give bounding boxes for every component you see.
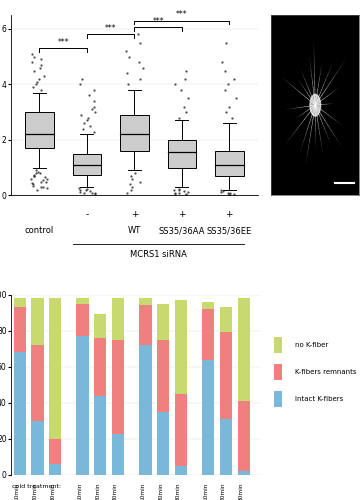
Bar (94, 396, 106, 475)
Bar (25, 112, 54, 148)
Text: K-fibers remnants: K-fibers remnants (295, 369, 356, 375)
Text: 20min: 20min (221, 482, 226, 500)
Text: 20min: 20min (32, 482, 37, 500)
Text: +: + (131, 210, 138, 219)
Bar (49, 298, 61, 439)
Text: -: - (85, 210, 89, 219)
Bar (112, 434, 124, 475)
Bar (139, 306, 152, 345)
Bar (220, 419, 232, 475)
Text: MCRS1 siRNA: MCRS1 siRNA (130, 250, 187, 258)
Text: ***: *** (152, 18, 164, 26)
Text: SS35/36EE: SS35/36EE (207, 226, 252, 235)
Bar (175, 300, 187, 394)
Text: 30min: 30min (50, 482, 55, 500)
Bar (168, 140, 196, 168)
Bar (31, 298, 44, 345)
Bar (175, 394, 187, 466)
Bar (76, 336, 89, 475)
Bar (13, 352, 26, 475)
Bar (175, 466, 187, 475)
Bar (112, 298, 124, 340)
Bar (202, 360, 215, 475)
Text: +: + (225, 210, 233, 219)
Text: ***: *** (57, 38, 69, 47)
Bar (274, 364, 282, 380)
Bar (237, 298, 250, 401)
Bar (73, 154, 101, 174)
Text: 20min: 20min (158, 482, 163, 500)
Text: no K-fiber: no K-fiber (295, 342, 328, 348)
Text: WT: WT (128, 226, 141, 235)
Bar (31, 345, 44, 421)
Text: SS35/36AA: SS35/36AA (159, 226, 205, 235)
Text: 30min: 30min (176, 482, 181, 500)
Bar (202, 302, 215, 309)
Text: 10min: 10min (15, 482, 20, 500)
Bar (202, 309, 215, 360)
Text: 10min: 10min (140, 482, 146, 500)
Text: 30min: 30min (113, 482, 118, 500)
Text: control: control (25, 226, 54, 235)
Bar (112, 340, 124, 434)
Bar (31, 421, 44, 475)
Text: 10min: 10min (203, 482, 208, 500)
Bar (13, 307, 26, 352)
Bar (94, 314, 106, 338)
Text: ***: *** (176, 10, 188, 20)
Text: +: + (178, 210, 185, 219)
Bar (220, 307, 232, 332)
Text: 20min: 20min (95, 482, 100, 500)
Bar (94, 338, 106, 396)
Bar (237, 472, 250, 475)
Text: intact K-fibers: intact K-fibers (295, 396, 343, 402)
Bar (215, 151, 244, 176)
Bar (13, 298, 26, 307)
Bar (49, 439, 61, 464)
Circle shape (310, 94, 321, 116)
Bar (157, 304, 170, 340)
Bar (76, 304, 89, 336)
Text: ***: *** (105, 24, 117, 34)
Bar (157, 340, 170, 412)
Text: cold treatment:: cold treatment: (12, 484, 61, 489)
Bar (76, 298, 89, 304)
Text: 30min: 30min (239, 482, 244, 500)
Bar (237, 401, 250, 471)
Bar (157, 412, 170, 475)
Text: 10min: 10min (78, 482, 83, 500)
Bar (220, 332, 232, 419)
Bar (274, 337, 282, 353)
Bar (139, 345, 152, 475)
Bar (49, 464, 61, 475)
Bar (274, 391, 282, 407)
Bar (139, 298, 152, 306)
Bar (120, 115, 148, 151)
